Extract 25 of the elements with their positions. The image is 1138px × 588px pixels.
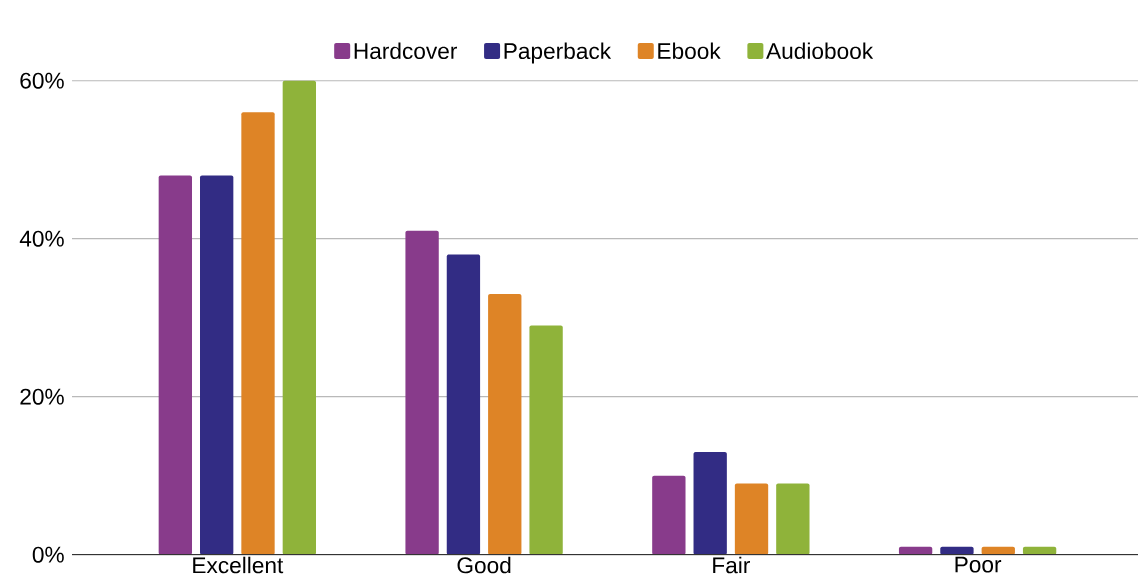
bar — [529, 325, 563, 555]
bar — [940, 546, 974, 555]
x-tick-label: Poor — [955, 556, 1002, 573]
bar — [158, 175, 193, 555]
x-tick-label: Fair — [713, 556, 750, 574]
bar — [241, 112, 275, 555]
legend-label: Paperback — [504, 42, 612, 64]
bar — [282, 80, 316, 555]
bar — [734, 483, 769, 555]
legend-label: Audiobook — [766, 42, 874, 60]
x-tick-label: Excellent — [193, 556, 284, 574]
y-tick-label: 60% — [20, 72, 64, 89]
legend-label: Hardcover — [354, 42, 458, 60]
bar — [652, 475, 686, 555]
bar — [488, 293, 522, 555]
x-tick-label: Good — [457, 556, 511, 574]
bar — [446, 254, 481, 555]
y-tick-label: 40% — [19, 230, 64, 247]
bar — [405, 230, 439, 555]
y-tick-label: 20% — [20, 388, 64, 405]
bar — [693, 451, 727, 555]
bar — [776, 483, 810, 555]
bar — [200, 175, 234, 555]
y-tick-label: 0% — [32, 546, 64, 563]
legend-label: Ebook — [658, 42, 721, 60]
